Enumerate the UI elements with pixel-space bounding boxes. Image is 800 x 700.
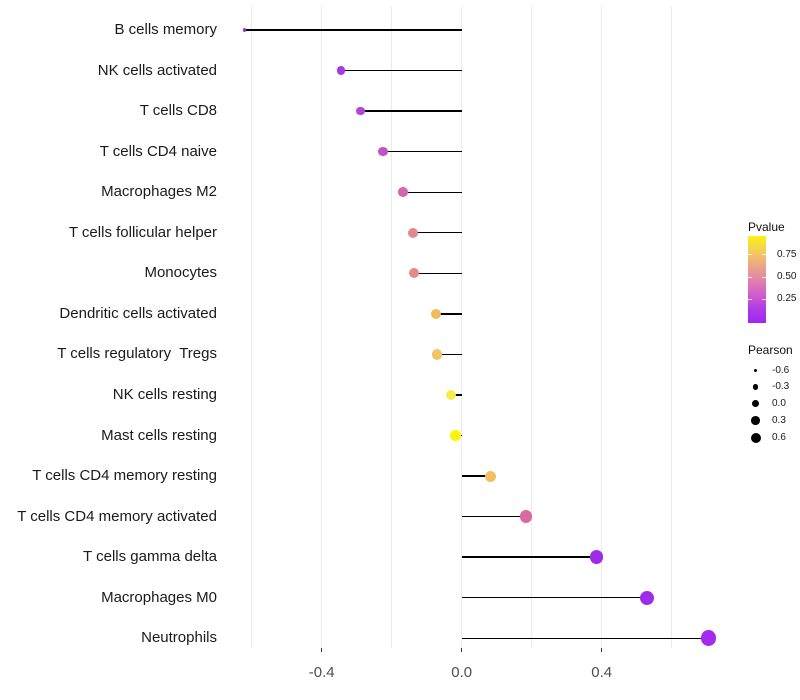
- lollipop-stem: [360, 110, 462, 112]
- gridline-x: [461, 6, 463, 648]
- category-label: T cells regulatory Tregs: [57, 345, 217, 363]
- pvalue-legend-title: Pvalue: [748, 220, 785, 234]
- category-label: T cells follicular helper: [68, 223, 217, 241]
- lollipop-stem: [414, 272, 462, 274]
- category-label: Monocytes: [144, 264, 217, 282]
- pearson-legend-label: -0.3: [772, 381, 790, 393]
- gridline-x: [391, 6, 393, 648]
- lollipop-stem: [435, 313, 462, 315]
- pearson-legend-dot: [752, 400, 759, 408]
- pearson-legend-dot: [754, 368, 757, 372]
- x-tick-mark: [461, 648, 463, 652]
- lollipop-dot: [407, 227, 418, 238]
- lollipop-stem: [461, 556, 597, 558]
- lollipop-stem: [461, 515, 526, 518]
- lollipop-dot: [378, 146, 388, 157]
- category-label: NK cells activated: [97, 61, 217, 79]
- gridline-x: [321, 6, 323, 648]
- category-label: T cells CD4 memory resting: [32, 467, 217, 485]
- pearson-legend-dot: [752, 384, 759, 390]
- x-tick-label: -0.4: [308, 664, 335, 681]
- pearson-legend-label: 0.0: [772, 398, 786, 410]
- lollipop-dot: [639, 590, 654, 605]
- lollipop-dot: [430, 308, 441, 320]
- lollipop-dot: [431, 349, 443, 360]
- lollipop-stem: [403, 191, 462, 193]
- colorbar-tick: [762, 298, 766, 300]
- x-tick-label: 0.0: [451, 664, 473, 681]
- colorbar-tick: [748, 276, 752, 278]
- pearson-legend-label: 0.6: [772, 432, 786, 444]
- lollipop-dot: [700, 630, 717, 647]
- pearson-legend-dot: [750, 432, 761, 443]
- lollipop-dot: [409, 268, 420, 279]
- lollipop-stem: [461, 597, 647, 599]
- lollipop-dot: [445, 389, 457, 401]
- pearson-legend-label: -0.6: [772, 364, 790, 376]
- category-label: T cells CD4 naive: [99, 142, 217, 160]
- colorbar-tick: [762, 254, 766, 256]
- gridline-x: [531, 6, 533, 648]
- lollipop-dot: [242, 28, 247, 32]
- lollipop-dot: [519, 510, 532, 523]
- lollipop-stem: [340, 69, 462, 72]
- lollipop-dot: [589, 550, 604, 564]
- colorbar-tick: [748, 254, 752, 256]
- lollipop-dot: [336, 66, 346, 75]
- x-tick-label: 0.4: [591, 664, 613, 681]
- x-tick-mark: [601, 648, 603, 652]
- pvalue-legend-label: 0.75: [777, 248, 797, 260]
- gridline-x: [601, 6, 603, 648]
- pearson-legend-dot: [751, 416, 760, 425]
- x-tick-mark: [321, 648, 323, 652]
- category-label: Dendritic cells activated: [59, 304, 217, 322]
- lollipop-stem: [461, 637, 709, 639]
- lollipop-dot: [355, 106, 365, 116]
- lollipop-stem: [412, 232, 462, 234]
- gridline-x: [671, 6, 673, 648]
- lollipop-stem: [382, 150, 462, 153]
- pvalue-colorbar: [748, 236, 766, 323]
- category-label: T cells CD8: [139, 102, 217, 120]
- pvalue-legend-label: 0.50: [777, 271, 797, 283]
- category-label: Macrophages M0: [101, 588, 217, 606]
- category-label: B cells memory: [114, 21, 217, 38]
- colorbar-tick: [762, 276, 766, 278]
- lollipop-dot: [450, 430, 462, 441]
- lollipop-stem: [244, 29, 462, 31]
- pvalue-legend-label: 0.25: [777, 293, 797, 305]
- lollipop-dot: [484, 470, 496, 482]
- lollipop-dot: [398, 187, 409, 198]
- category-label: T cells gamma delta: [83, 548, 217, 566]
- category-label: Macrophages M2: [101, 183, 217, 201]
- pearson-legend-label: 0.3: [772, 415, 786, 427]
- category-label: NK cells resting: [112, 385, 217, 403]
- colorbar-tick: [748, 298, 752, 300]
- gridline-x: [251, 6, 253, 648]
- pearson-legend-title: Pearson: [748, 343, 793, 357]
- category-label: Neutrophils: [141, 629, 217, 647]
- lollipop-stem: [450, 394, 462, 396]
- lollipop-stem: [436, 353, 462, 356]
- category-label: T cells CD4 memory activated: [17, 507, 217, 525]
- lollipop-stem: [461, 475, 491, 477]
- category-label: Mast cells resting: [101, 426, 217, 444]
